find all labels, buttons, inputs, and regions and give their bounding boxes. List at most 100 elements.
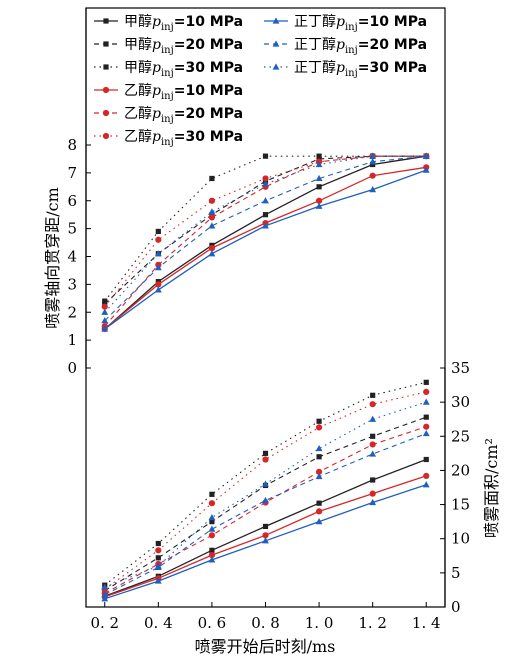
- penetration-y-label: 喷雾轴向贯穿距/cm: [43, 187, 62, 329]
- penetration-point-butanol-20mpa: [262, 197, 269, 204]
- penetration-point-butanol-10mpa: [422, 166, 430, 173]
- penetration-point-butanol-10mpa: [154, 286, 162, 293]
- penetration-point-methanol-30mpa: [155, 228, 161, 235]
- y-tick-label: 25: [451, 427, 470, 445]
- penetration-point-ethanol-10mpa: [208, 245, 216, 252]
- penetration-point-butanol-30mpa: [369, 152, 377, 159]
- area-point-butanol-30mpa: [208, 513, 216, 521]
- penetration-point-butanol-10mpa: [315, 202, 323, 209]
- area-point-ethanol-10mpa: [208, 552, 216, 559]
- area-point-methanol-30mpa: [155, 540, 161, 547]
- area-point-butanol-10mpa: [208, 556, 216, 563]
- penetration-point-butanol-20mpa: [369, 158, 377, 165]
- area-point-ethanol-30mpa: [315, 424, 323, 431]
- y-tick-label: 4: [67, 248, 77, 266]
- area-point-methanol-30mpa: [370, 392, 376, 398]
- y-tick-label: 0: [451, 598, 461, 616]
- area-point-ethanol-30mpa: [262, 456, 269, 463]
- area-y-label: 喷雾面积/cm²: [482, 438, 501, 538]
- area-point-methanol-20mpa: [370, 433, 376, 439]
- area-point-methanol-10mpa: [423, 456, 429, 463]
- legend-label: 正丁醇pinj=30 MPa: [294, 59, 427, 79]
- y-tick-label: 3: [67, 275, 77, 293]
- area-point-butanol-20mpa: [422, 429, 430, 437]
- penetration-point-butanol-20mpa: [208, 222, 216, 229]
- legend-marker: [272, 63, 280, 70]
- penetration-point-ethanol-30mpa: [101, 303, 108, 310]
- penetration-point-butanol-30mpa: [154, 250, 162, 257]
- penetration-point-methanol-30mpa: [209, 175, 215, 182]
- penetration-point-butanol-30mpa: [422, 152, 430, 159]
- area-point-methanol-30mpa: [209, 491, 215, 497]
- y-tick-label: 5: [451, 564, 461, 582]
- area-line-ethanol-30mpa: [104, 391, 427, 590]
- area-point-butanol-20mpa: [262, 496, 269, 504]
- x-tick-label: 0. 2: [90, 614, 119, 632]
- y-tick-label: 20: [451, 461, 470, 479]
- penetration-point-ethanol-30mpa: [262, 175, 269, 182]
- y-tick-label: 5: [67, 220, 77, 238]
- y-tick-label: 1: [67, 331, 77, 349]
- area-point-ethanol-10mpa: [262, 532, 269, 539]
- legend-marker: [102, 109, 110, 117]
- area-y-ticks: 0 5 10 15 20 25 30 35: [440, 359, 470, 616]
- area-point-butanol-20mpa: [101, 591, 109, 598]
- x-tick-label: 1. 0: [305, 614, 334, 632]
- area-point-methanol-30mpa: [316, 418, 322, 424]
- area-point-ethanol-30mpa: [155, 547, 162, 554]
- area-point-butanol-10mpa: [315, 518, 323, 525]
- penetration-point-ethanol-20mpa: [208, 214, 216, 221]
- x-axis-label: 喷雾开始后时刻/ms: [195, 637, 336, 656]
- y-tick-label: 7: [67, 164, 77, 182]
- area-point-butanol-30mpa: [369, 415, 377, 422]
- penetration-point-butanol-10mpa: [369, 186, 377, 193]
- penetration-point-ethanol-30mpa: [155, 236, 162, 243]
- area-point-methanol-10mpa: [209, 547, 215, 553]
- x-tick-label: 0. 6: [198, 614, 227, 632]
- legend-label: 乙醇pinj=10 MPa: [124, 82, 243, 102]
- legend-label: 乙醇pinj=30 MPa: [124, 128, 243, 148]
- penetration-point-methanol-30mpa: [316, 153, 322, 159]
- penetration-point-butanol-30mpa: [262, 180, 269, 187]
- penetration-point-butanol-10mpa: [208, 250, 216, 257]
- area-point-ethanol-30mpa: [423, 388, 430, 395]
- legend-marker: [103, 18, 109, 24]
- penetration-point-butanol-20mpa: [315, 174, 323, 182]
- penetration-line-butanol-10mpa: [104, 169, 427, 330]
- penetration-point-butanol-10mpa: [262, 222, 269, 229]
- legend-label: 正丁醇pinj=20 MPa: [294, 36, 427, 56]
- legend-label: 甲醇pinj=30 MPa: [124, 59, 243, 79]
- legend-marker: [272, 40, 280, 47]
- x-tick-label: 0. 4: [144, 614, 173, 632]
- legend-label: 正丁醇pinj=10 MPa: [294, 13, 427, 33]
- penetration-point-butanol-20mpa: [101, 317, 109, 324]
- area-point-methanol-10mpa: [262, 523, 269, 530]
- area-point-methanol-10mpa: [316, 500, 322, 506]
- y-tick-label: 15: [451, 496, 470, 514]
- area-point-ethanol-20mpa: [315, 468, 323, 475]
- area-point-butanol-30mpa: [154, 562, 162, 569]
- area-point-butanol-30mpa: [315, 444, 323, 452]
- legend-marker: [103, 64, 109, 70]
- area-point-methanol-20mpa: [316, 454, 322, 460]
- penetration-point-ethanol-10mpa: [155, 281, 162, 288]
- area-point-ethanol-10mpa: [423, 472, 430, 479]
- penetration-point-ethanol-30mpa: [208, 197, 216, 204]
- legend-marker: [102, 132, 110, 140]
- x-ticks: 0. 2 0. 4 0. 6 0. 8 1. 0 1. 2 1. 4: [90, 602, 441, 632]
- area-point-butanol-10mpa: [369, 498, 377, 506]
- penetration-series: [101, 152, 430, 333]
- area-point-butanol-20mpa: [369, 450, 377, 457]
- area-point-ethanol-30mpa: [369, 401, 376, 408]
- legend: 甲醇pinj=10 MPa 甲醇pinj=20 MPa 甲醇pinj=30 MPa 乙…: [94, 13, 427, 148]
- x-tick-label: 0. 8: [251, 614, 280, 632]
- area-point-methanol-30mpa: [423, 379, 429, 385]
- penetration-point-methanol-10mpa: [316, 184, 322, 190]
- penetration-point-methanol-30mpa: [262, 153, 269, 159]
- area-point-methanol-10mpa: [370, 477, 376, 483]
- area-line-butanol-30mpa: [104, 401, 427, 588]
- y-tick-label: 10: [451, 530, 470, 548]
- area-point-butanol-10mpa: [101, 595, 109, 602]
- x-tick-label: 1. 4: [412, 614, 441, 632]
